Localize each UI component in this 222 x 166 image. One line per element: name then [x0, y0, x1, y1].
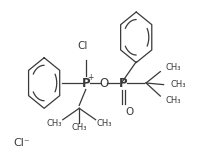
Text: CH₃: CH₃: [166, 63, 181, 72]
Text: +: +: [88, 73, 94, 82]
Text: O: O: [125, 107, 133, 117]
Text: CH₃: CH₃: [166, 96, 181, 105]
Text: CH₃: CH₃: [71, 123, 87, 132]
Text: P: P: [119, 77, 127, 89]
Text: P: P: [81, 77, 90, 89]
Text: CH₃: CH₃: [170, 80, 186, 89]
Text: Cl: Cl: [77, 41, 88, 51]
Text: Cl⁻: Cl⁻: [14, 138, 30, 148]
Text: O: O: [99, 77, 109, 89]
Text: CH₃: CH₃: [46, 119, 62, 128]
Text: CH₃: CH₃: [96, 119, 112, 128]
